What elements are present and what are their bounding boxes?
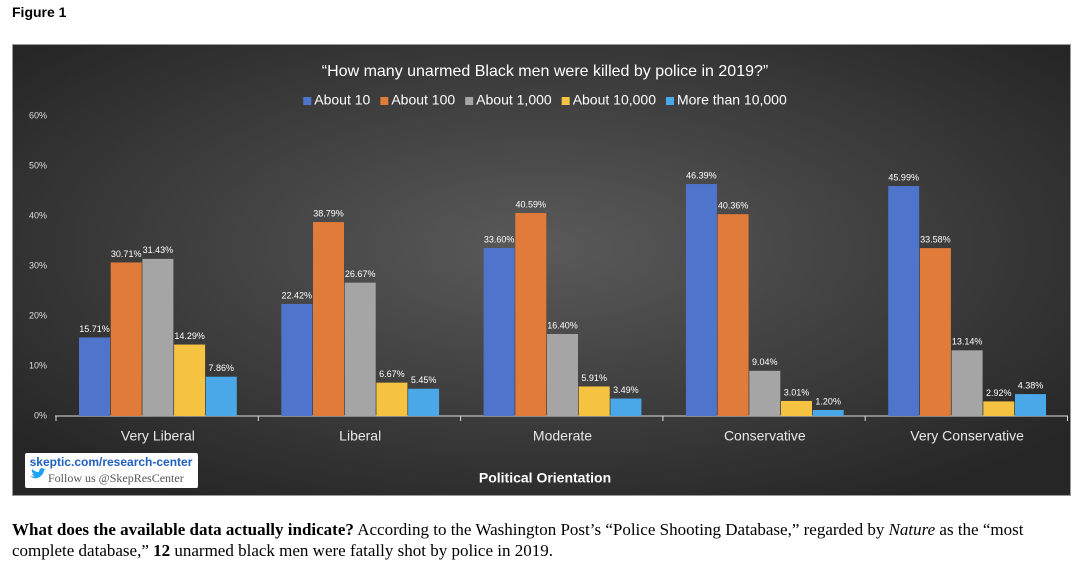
caption-text: as the “most complete database,” xyxy=(12,520,1024,560)
y-tick-label: 20% xyxy=(29,310,47,320)
bar xyxy=(547,334,578,416)
bar xyxy=(685,184,717,416)
y-tick-label: 40% xyxy=(29,210,47,220)
bar xyxy=(281,303,313,416)
data-label: 15.71% xyxy=(79,324,110,334)
bar xyxy=(408,388,440,416)
data-label: 26.67% xyxy=(345,269,376,279)
twitter-icon xyxy=(30,468,46,479)
bar xyxy=(983,401,1015,416)
bar xyxy=(313,222,344,416)
data-label: 6.67% xyxy=(379,369,405,379)
caption-text: unarmed black men were fatally shot by p… xyxy=(174,541,553,560)
legend-swatch xyxy=(465,97,474,105)
data-label: 1.20% xyxy=(815,396,841,406)
data-label: 33.58% xyxy=(920,234,951,244)
x-tick-label: Conservative xyxy=(724,428,806,444)
data-label: 7.86% xyxy=(209,363,235,373)
data-label: 4.38% xyxy=(1018,380,1044,390)
x-tick-label: Moderate xyxy=(533,428,592,444)
data-label: 3.49% xyxy=(613,385,639,395)
x-tick-label: Very Liberal xyxy=(121,428,195,444)
data-label: 9.04% xyxy=(752,357,778,367)
data-label: 3.01% xyxy=(784,387,810,397)
caption-italic: Nature xyxy=(888,520,936,539)
bar xyxy=(483,248,515,416)
data-label: 40.36% xyxy=(718,201,749,211)
bar xyxy=(110,262,142,416)
bar xyxy=(919,248,951,416)
bar xyxy=(205,376,237,416)
data-label: 31.43% xyxy=(143,245,174,255)
y-tick-label: 10% xyxy=(29,360,47,370)
data-label: 13.14% xyxy=(952,337,983,347)
caption-count: 12 xyxy=(153,541,171,560)
data-label: 14.29% xyxy=(174,331,205,341)
data-label: 33.60% xyxy=(484,234,515,244)
bar xyxy=(951,350,983,416)
legend-label: About 100 xyxy=(391,92,455,108)
x-axis-label: Political Orientation xyxy=(479,470,611,486)
bar xyxy=(749,370,781,416)
y-tick-label: 60% xyxy=(29,110,47,120)
legend-label: About 10,000 xyxy=(573,92,657,108)
legend-label: More than 10,000 xyxy=(677,92,787,108)
bar xyxy=(888,186,920,416)
y-tick-label: 50% xyxy=(29,160,47,170)
legend-swatch xyxy=(303,97,312,105)
caption-lead: What does the available data actually in… xyxy=(12,520,354,539)
bar xyxy=(142,258,174,416)
data-label: 40.59% xyxy=(516,199,547,209)
data-label: 45.99% xyxy=(888,172,919,182)
data-label: 5.45% xyxy=(411,375,437,385)
bar xyxy=(174,344,206,416)
bar xyxy=(344,282,376,416)
data-label: 30.71% xyxy=(111,249,142,259)
bar xyxy=(79,337,110,416)
bar xyxy=(515,213,547,416)
y-tick-label: 0% xyxy=(34,410,47,420)
bar xyxy=(578,386,610,416)
legend-label: About 1,000 xyxy=(476,92,552,108)
figure-label: Figure 1 xyxy=(12,4,67,20)
data-label: 38.79% xyxy=(313,208,344,218)
data-label: 5.91% xyxy=(581,373,607,383)
x-tick-label: Very Conservative xyxy=(910,428,1024,444)
x-tick-label: Liberal xyxy=(339,428,381,444)
legend-swatch xyxy=(380,97,389,105)
branding-follow: Follow us @SkepResCenter xyxy=(48,471,184,485)
chart-title: “How many unarmed Black men were killed … xyxy=(322,63,768,80)
data-label: 22.42% xyxy=(282,290,313,300)
y-tick-label: 30% xyxy=(29,260,47,270)
data-label: 46.39% xyxy=(686,170,717,180)
data-label: 2.92% xyxy=(986,388,1012,398)
data-label: 16.40% xyxy=(547,320,578,330)
branding-site: skeptic.com/research-center xyxy=(30,455,193,469)
caption-text: According to the Washington Post’s “Poli… xyxy=(357,520,885,539)
legend-label: About 10 xyxy=(314,92,370,108)
caption: What does the available data actually in… xyxy=(12,519,1074,561)
bar xyxy=(610,398,642,416)
legend-swatch xyxy=(665,97,674,105)
bar xyxy=(1015,394,1046,416)
branding-box xyxy=(25,453,198,488)
bar xyxy=(376,382,408,416)
bar xyxy=(717,214,749,416)
chart: “How many unarmed Black men were killed … xyxy=(12,44,1071,496)
bar xyxy=(781,400,812,416)
legend-swatch xyxy=(561,97,570,105)
bar xyxy=(812,410,844,416)
